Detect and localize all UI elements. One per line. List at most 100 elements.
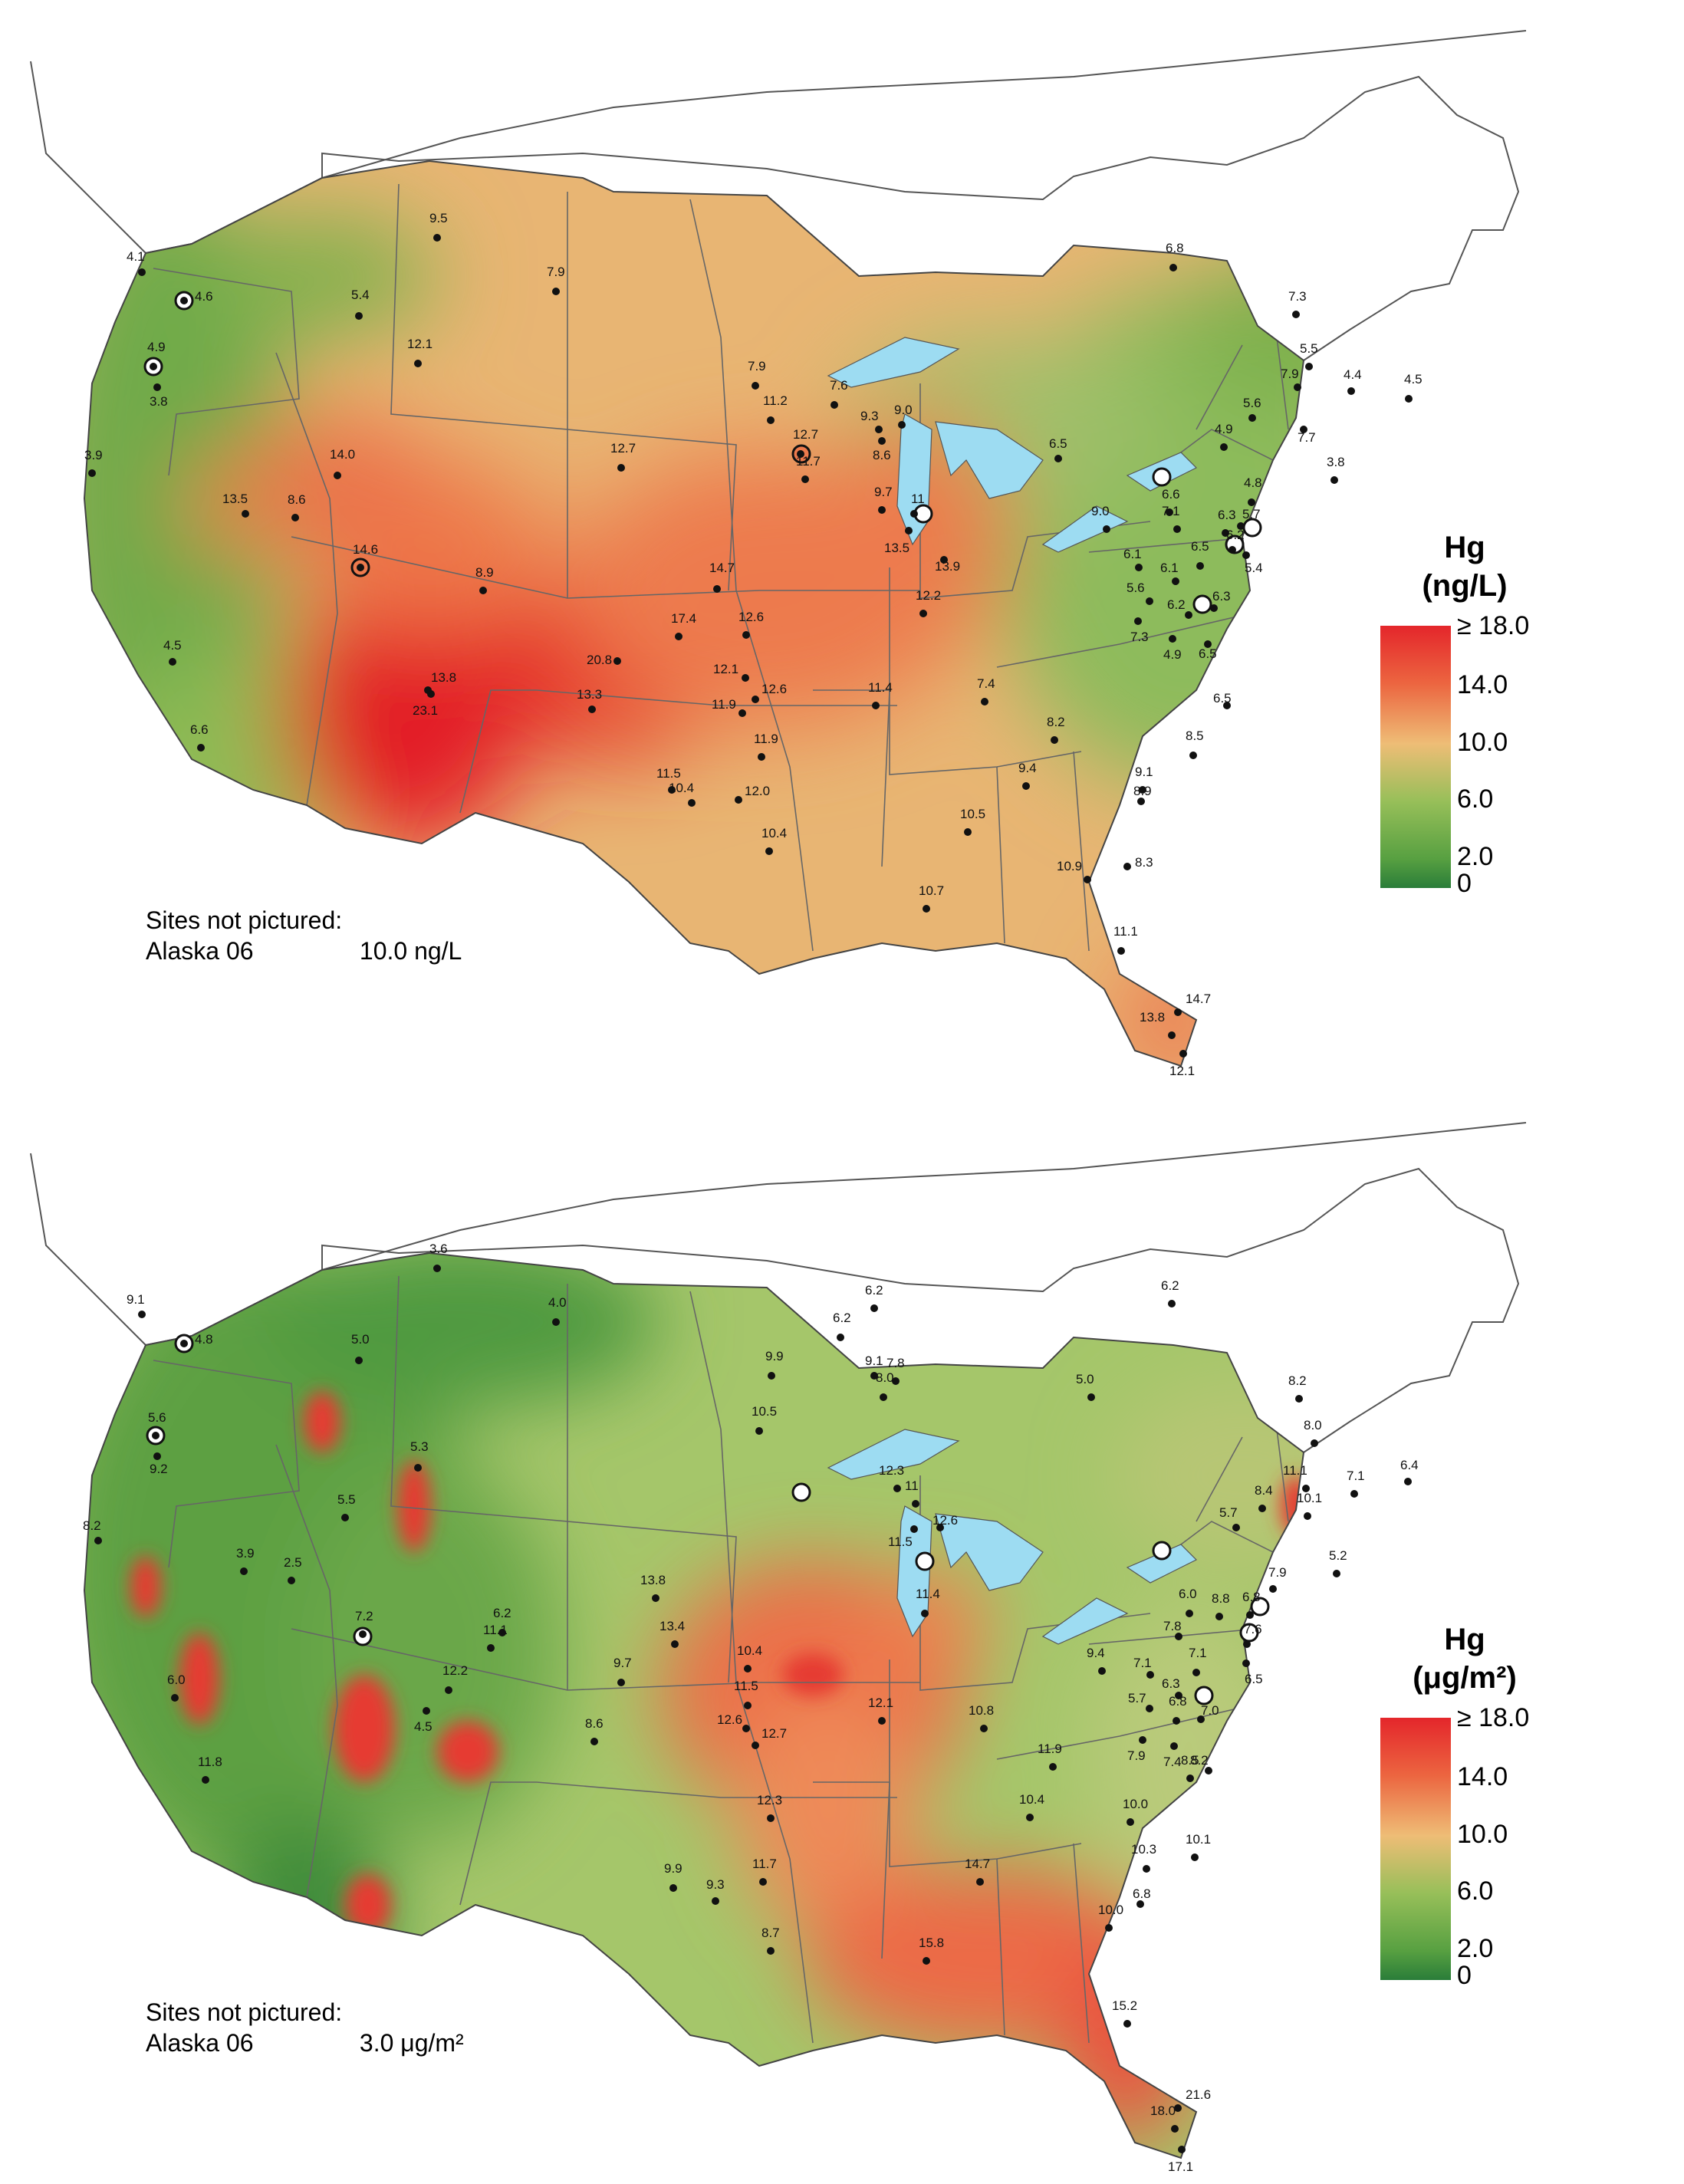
station-dot — [875, 426, 883, 433]
station-value-label: 14.7 — [965, 1857, 990, 1871]
station-dot — [1169, 264, 1177, 271]
station-value-label: 6.5 — [1191, 539, 1209, 554]
legend-tick: 14.0 — [1457, 670, 1508, 699]
station-value-label: 12.7 — [610, 441, 636, 456]
station-value-label: 12.1 — [868, 1696, 893, 1710]
station-value-label: 5.6 — [148, 1410, 166, 1425]
station-value-label: 6.6 — [190, 722, 209, 737]
station-value-label: 5.6 — [1243, 396, 1261, 410]
station-ring-marker — [1194, 1686, 1214, 1705]
station-dot — [1185, 611, 1192, 619]
station-ring-marker — [915, 1551, 935, 1571]
station-value-label: 17.4 — [671, 611, 696, 626]
not-pictured-site: Alaska 06 — [146, 937, 254, 965]
station-dot — [617, 1679, 625, 1686]
station-dot — [1103, 525, 1110, 533]
station-value-label: 11.1 — [1283, 1463, 1307, 1478]
station-dot — [768, 1372, 775, 1380]
station-value-label: 11.5 — [656, 766, 681, 781]
station-value-label: 7.9 — [1127, 1748, 1146, 1763]
station-value-label: 10.5 — [752, 1404, 777, 1419]
station-dot — [1350, 1490, 1358, 1498]
station-value-label: 8.2 — [1047, 715, 1065, 729]
station-value-label: 7.1 — [1133, 1656, 1152, 1670]
station-dot — [1186, 1610, 1193, 1617]
station-value-label: 7.2 — [355, 1609, 373, 1623]
legend-tick: 2.0 — [1457, 842, 1494, 871]
station-dot — [1186, 1774, 1194, 1782]
concentration-map-panel: 4.1 4.6 4.9 3.8 3.9 5.4 9.5 7.9 12.1 14.0 13.5 8.6 1… — [30, 30, 1529, 1078]
station-value-label: 13.9 — [935, 559, 960, 574]
station-value-label: 6.0 — [167, 1673, 186, 1687]
station-dot — [1146, 597, 1153, 605]
station-value-label: 9.0 — [1091, 504, 1110, 518]
station-value-label: 9.3 — [706, 1877, 725, 1892]
station-value-label: 13.3 — [577, 687, 602, 702]
station-dot — [1215, 1613, 1223, 1620]
station-dot — [1189, 752, 1197, 759]
station-value-label: 6.1 — [1160, 561, 1179, 575]
station-dot — [898, 421, 906, 429]
station-value-label: 7.1 — [1162, 504, 1180, 518]
deposition-map-panel: 9.1 4.8 5.6 9.2 8.2 5.0 3.6 4.0 5.3 5.5 3.9 2.5 7.2 6… — [0, 1092, 1684, 2184]
station-value-label: 10.3 — [1131, 1842, 1156, 1857]
station-dot — [445, 1686, 452, 1694]
station-dot — [424, 686, 432, 694]
station-dot — [1137, 798, 1145, 805]
station-value-label: 5.7 — [1128, 1691, 1146, 1705]
station-value-label: 7.4 — [1163, 1755, 1182, 1769]
station-value-label: 14.0 — [330, 447, 355, 462]
station-dot — [153, 383, 161, 391]
station-value-label: 12.6 — [932, 1513, 958, 1528]
station-value-label: 4.4 — [1344, 367, 1362, 382]
station-value-label: 6.2 — [833, 1311, 851, 1325]
station-dot — [1139, 786, 1146, 794]
station-value-label: 14.7 — [1186, 992, 1211, 1006]
station-dot — [892, 1377, 900, 1385]
station-dot — [742, 1725, 750, 1732]
station-dot — [588, 706, 596, 713]
station-dot — [1168, 1300, 1176, 1307]
station-dot — [288, 1577, 295, 1584]
station-value-label: 12.7 — [793, 427, 818, 442]
station-dot — [652, 1594, 659, 1602]
station-dot — [153, 1452, 161, 1460]
station-value-label: 8.6 — [585, 1716, 604, 1731]
station-dot — [1098, 1667, 1106, 1675]
station-dot — [1171, 2125, 1179, 2133]
not-pictured-site: Alaska 06 — [146, 2029, 254, 2057]
station-value-label: 7.6 — [1244, 1622, 1262, 1636]
station-dot — [1146, 1705, 1153, 1712]
station-value-label: 12.1 — [407, 337, 433, 351]
station-dot — [341, 1514, 349, 1521]
station-dot — [1192, 1669, 1200, 1676]
station-value-label: 9.1 — [127, 1292, 145, 1307]
station-dot — [357, 564, 364, 571]
station-value-label: 8.9 — [475, 565, 494, 580]
station-value-label: 6.2 — [865, 1283, 883, 1298]
station-value-label: 4.9 — [147, 340, 166, 354]
station-dot — [744, 1665, 752, 1673]
station-value-label: 4.8 — [195, 1332, 213, 1347]
station-value-label: 12.7 — [761, 1726, 787, 1741]
station-value-label: 9.5 — [429, 211, 448, 225]
station-value-label: 6.6 — [1162, 487, 1180, 502]
station-dot — [88, 469, 96, 477]
station-dot — [981, 698, 988, 706]
station-dot — [870, 1304, 878, 1312]
station-dot — [980, 1725, 988, 1732]
station-dot — [1222, 529, 1229, 537]
station-value-label: 10.8 — [969, 1703, 994, 1718]
station-dot — [1269, 1585, 1277, 1593]
station-dot — [752, 696, 759, 703]
station-value-label: 4.5 — [414, 1719, 433, 1734]
station-value-label: 14.7 — [709, 561, 735, 575]
station-dot — [1049, 1763, 1057, 1771]
station-dot — [1173, 1717, 1180, 1725]
station-dot — [1178, 2146, 1186, 2153]
station-dot — [423, 1707, 430, 1715]
station-value-label: 12.0 — [745, 784, 770, 798]
station-value-label: 5.6 — [1127, 581, 1145, 595]
station-value-label: 7.1 — [1189, 1646, 1207, 1660]
station-value-label: 4.6 — [195, 289, 213, 304]
